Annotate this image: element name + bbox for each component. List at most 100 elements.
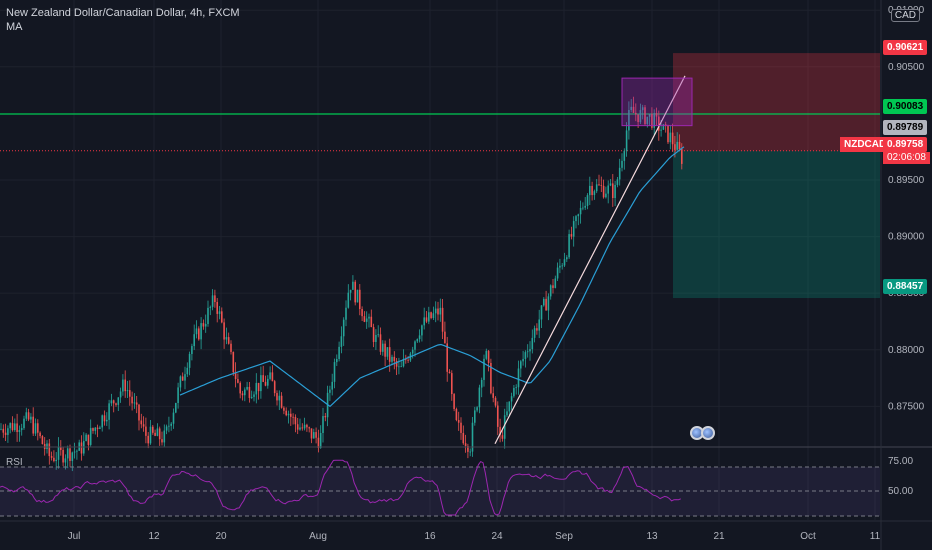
candle-body xyxy=(628,109,630,131)
candle-body xyxy=(89,428,92,445)
candle-body xyxy=(140,420,143,425)
candle-body xyxy=(18,430,21,433)
x-tick-label: Sep xyxy=(555,531,573,542)
candle-body xyxy=(595,184,598,192)
candle-body xyxy=(179,376,182,388)
candle-body xyxy=(651,114,653,128)
candles xyxy=(0,96,683,472)
candle-body xyxy=(161,439,163,443)
candle-body xyxy=(53,457,55,462)
candle-body xyxy=(145,426,147,436)
candle-body xyxy=(391,356,393,362)
x-tick-label: 20 xyxy=(215,531,227,542)
currency-badge[interactable]: CAD xyxy=(890,9,920,22)
x-tick-label: 12 xyxy=(148,531,160,542)
y-tick-label: 0.89500 xyxy=(888,175,925,186)
candle-body xyxy=(646,116,649,125)
candle-body xyxy=(214,295,216,303)
candle-body xyxy=(69,448,71,461)
candle-body xyxy=(338,346,340,359)
candle-body xyxy=(536,328,538,331)
x-tick-label: 16 xyxy=(424,531,436,542)
candle-body xyxy=(639,110,642,123)
candle-body xyxy=(623,150,626,161)
candle-body xyxy=(55,459,57,462)
candle-body xyxy=(25,412,28,419)
candle-body xyxy=(267,378,269,386)
candle-body xyxy=(0,428,2,430)
candle-body xyxy=(464,443,467,446)
candle-body xyxy=(181,376,184,381)
candle-body xyxy=(129,390,131,397)
candle-body xyxy=(223,322,225,340)
candle-body xyxy=(299,427,301,430)
event-badges[interactable] xyxy=(690,426,715,440)
candle-body xyxy=(370,316,373,328)
candle-body xyxy=(200,323,202,340)
candle-body xyxy=(655,113,658,117)
candle-body xyxy=(529,349,531,352)
candle-body xyxy=(237,379,239,383)
candle-body xyxy=(345,307,347,320)
candle-body xyxy=(280,395,283,408)
candle-body xyxy=(168,425,170,427)
rsi-band xyxy=(0,467,880,516)
candle-body xyxy=(46,443,48,450)
candle-body xyxy=(211,295,214,307)
candle-body xyxy=(108,403,110,420)
candle-body xyxy=(66,448,69,459)
candle-body xyxy=(138,404,140,421)
candle-body xyxy=(448,371,451,374)
candle-body xyxy=(524,352,527,359)
candle-body xyxy=(667,124,669,143)
candle-body xyxy=(283,407,285,411)
candle-body xyxy=(87,434,90,445)
candle-body xyxy=(290,413,292,417)
candle-body xyxy=(637,114,639,123)
candle-body xyxy=(207,307,209,324)
candle-body xyxy=(554,278,557,288)
candle-body xyxy=(354,281,356,303)
candle-body xyxy=(641,107,644,111)
candle-body xyxy=(586,195,589,206)
candle-body xyxy=(9,423,11,429)
candle-body xyxy=(559,265,561,268)
candle-body xyxy=(170,423,172,426)
candle-body xyxy=(62,449,64,463)
event-flag-icon[interactable] xyxy=(701,426,715,440)
candle-body xyxy=(467,445,469,452)
candle-body xyxy=(273,381,276,394)
candle-body xyxy=(676,141,678,150)
candle-body xyxy=(485,350,488,359)
candle-body xyxy=(635,112,637,115)
candle-body xyxy=(135,402,138,405)
candle-body xyxy=(430,312,432,319)
x-tick-label: 24 xyxy=(491,531,503,542)
candle-body xyxy=(227,337,230,344)
candle-body xyxy=(632,106,635,113)
candle-body xyxy=(593,191,596,196)
candle-body xyxy=(388,347,391,362)
candle-body xyxy=(250,396,253,398)
candle-body xyxy=(469,451,471,453)
candle-body xyxy=(264,381,267,386)
candle-body xyxy=(669,132,672,143)
candle-body xyxy=(582,207,584,209)
candle-body xyxy=(492,393,494,398)
candle-body xyxy=(432,313,435,319)
ma-line xyxy=(179,146,685,408)
candle-body xyxy=(662,124,665,130)
rsi-tick-label: 75.00 xyxy=(888,456,913,467)
candle-body xyxy=(660,129,662,131)
candle-body xyxy=(515,387,517,389)
candle-body xyxy=(549,285,552,297)
candle-body xyxy=(352,281,354,290)
candle-body xyxy=(27,412,30,420)
candle-body xyxy=(543,298,545,306)
candle-body xyxy=(474,410,476,423)
candle-body xyxy=(674,144,676,150)
candle-body xyxy=(349,289,352,293)
candle-body xyxy=(315,432,317,438)
candle-body xyxy=(317,437,320,449)
